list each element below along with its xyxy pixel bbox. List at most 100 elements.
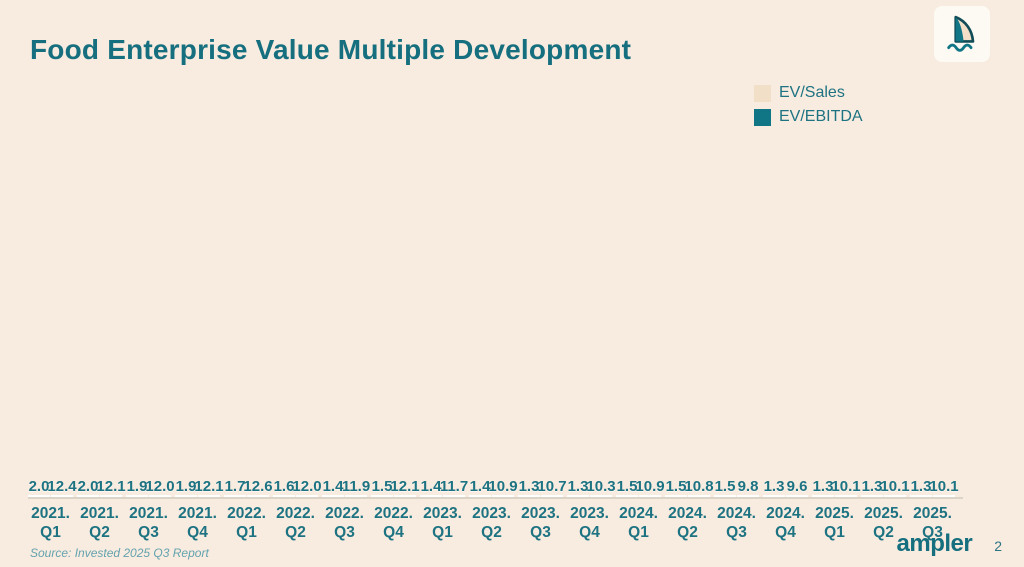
ev-ebitda-value: 12.0 bbox=[145, 478, 175, 495]
bar-group: 1.3 9.6 bbox=[763, 478, 808, 497]
ev-ebitda-bar: 10.1 bbox=[880, 478, 910, 497]
ev-sales-value: 1.4 bbox=[322, 478, 344, 495]
ev-sales-bar: 1.3 bbox=[861, 478, 883, 497]
x-axis-label: 2024. Q4 bbox=[766, 505, 805, 541]
bar-group: 1.6 12.0 bbox=[273, 478, 322, 497]
ev-ebitda-value: 12.1 bbox=[390, 478, 420, 495]
ev-sales-value: 1.3 bbox=[910, 478, 932, 495]
ev-sales-bar: 1.3 bbox=[567, 478, 589, 497]
legend-item-ev-sales: EV/Sales bbox=[754, 84, 863, 102]
bar-group: 1.4 11.9 bbox=[322, 478, 370, 497]
ev-ebitda-value: 9.6 bbox=[786, 478, 808, 495]
bar-group: 1.9 12.1 bbox=[175, 478, 224, 497]
ev-sales-value: 1.3 bbox=[518, 478, 540, 495]
bar-group: 1.4 10.9 bbox=[469, 478, 518, 497]
ev-sales-bar: 1.4 bbox=[420, 478, 442, 497]
x-axis-label: 2022. Q1 bbox=[227, 505, 266, 541]
ev-sales-value: 1.9 bbox=[175, 478, 197, 495]
x-axis-label: 2024. Q2 bbox=[668, 505, 707, 541]
ev-ebitda-value: 10.9 bbox=[488, 478, 518, 495]
ev-ebitda-bar: 12.6 bbox=[243, 478, 273, 497]
ev-ebitda-value: 12.1 bbox=[96, 478, 126, 495]
ev-sales-swatch bbox=[754, 84, 771, 102]
ev-sales-bar: 1.9 bbox=[126, 478, 148, 497]
x-axis-label: 2021. Q3 bbox=[129, 505, 168, 541]
ev-sales-value: 1.4 bbox=[469, 478, 491, 495]
x-axis-label: 2022. Q4 bbox=[374, 505, 413, 541]
x-axis-label: 2025. Q1 bbox=[815, 505, 854, 541]
ev-sales-bar: 1.6 bbox=[273, 478, 295, 497]
ev-ebitda-value: 11.9 bbox=[341, 478, 371, 495]
ev-sales-value: 1.4 bbox=[420, 478, 442, 495]
bar-chart: 2.0 12.4 2.0 12.1 1.9 12.0 1.9 12.1 1.7 12.6 1.6 12… bbox=[28, 101, 963, 542]
x-axis-label: 2022. Q2 bbox=[276, 505, 315, 541]
bar-group: 1.3 10.3 bbox=[567, 478, 616, 497]
ev-ebitda-value: 12.4 bbox=[47, 478, 77, 495]
ev-ebitda-bar: 9.6 bbox=[786, 478, 808, 497]
ev-sales-value: 1.7 bbox=[224, 478, 246, 495]
ev-sales-bar: 1.3 bbox=[763, 478, 785, 497]
ev-ebitda-value: 10.8 bbox=[684, 478, 714, 495]
x-axis-labels: 2021. Q1 2021. Q2 2021. Q3 2021. Q4 2022. Q1 2022.… bbox=[28, 504, 963, 542]
bar-group: 2.0 12.4 bbox=[28, 478, 77, 497]
ev-sales-value: 1.3 bbox=[861, 478, 883, 495]
bar-group: 1.5 10.9 bbox=[616, 478, 665, 497]
ev-sales-bar: 1.4 bbox=[322, 478, 344, 497]
ev-ebitda-value: 12.6 bbox=[243, 478, 273, 495]
sail-over-waves-icon bbox=[940, 9, 984, 60]
ev-sales-bar: 1.5 bbox=[616, 478, 638, 497]
ev-sales-value: 1.5 bbox=[371, 478, 393, 495]
x-axis-label: 2023. Q4 bbox=[570, 505, 609, 541]
bar-group: 1.3 10.7 bbox=[518, 478, 567, 497]
source-note: Source: Invested 2025 Q3 Report bbox=[30, 546, 209, 560]
ev-ebitda-value: 10.1 bbox=[929, 478, 959, 495]
bar-group: 1.3 10.1 bbox=[812, 478, 861, 497]
ev-ebitda-bar: 12.1 bbox=[194, 478, 224, 497]
ev-sales-bar: 1.5 bbox=[665, 478, 687, 497]
ev-sales-bar: 1.9 bbox=[175, 478, 197, 497]
ev-ebitda-bar: 12.1 bbox=[390, 478, 420, 497]
x-axis-label: 2021. Q1 bbox=[31, 505, 70, 541]
bar-group: 1.7 12.6 bbox=[224, 478, 273, 497]
bar-groups: 2.0 12.4 2.0 12.1 1.9 12.0 1.9 12.1 1.7 12.6 1.6 12… bbox=[28, 101, 963, 499]
ev-ebitda-value: 10.1 bbox=[880, 478, 910, 495]
x-axis-label: 2023. Q2 bbox=[472, 505, 511, 541]
x-axis-label: 2024. Q3 bbox=[717, 505, 756, 541]
ev-sales-value: 1.3 bbox=[812, 478, 834, 495]
ev-sales-value: 1.3 bbox=[567, 478, 589, 495]
ev-sales-value: 2.0 bbox=[77, 478, 99, 495]
ev-ebitda-bar: 10.9 bbox=[488, 478, 518, 497]
ev-ebitda-value: 10.9 bbox=[635, 478, 665, 495]
bar-group: 1.3 10.1 bbox=[910, 478, 959, 497]
bar-group: 2.0 12.1 bbox=[77, 478, 126, 497]
bar-group: 1.5 12.1 bbox=[371, 478, 420, 497]
ev-ebitda-bar: 10.9 bbox=[635, 478, 665, 497]
ev-sales-bar: 1.5 bbox=[714, 478, 736, 497]
ev-sales-bar: 1.4 bbox=[469, 478, 491, 497]
bar-group: 1.9 12.0 bbox=[126, 478, 175, 497]
ev-ebitda-value: 10.1 bbox=[831, 478, 861, 495]
ev-ebitda-value: 10.3 bbox=[586, 478, 616, 495]
ev-sales-value: 2.0 bbox=[28, 478, 50, 495]
ev-sales-bar: 1.3 bbox=[812, 478, 834, 497]
bar-group: 1.5 9.8 bbox=[714, 478, 759, 497]
ev-sales-value: 1.3 bbox=[763, 478, 785, 495]
ev-ebitda-swatch bbox=[754, 108, 771, 126]
ev-sales-bar: 1.5 bbox=[371, 478, 393, 497]
x-axis-label: 2025. Q3 bbox=[913, 505, 952, 541]
ev-sales-bar: 1.3 bbox=[910, 478, 932, 497]
x-axis-label: 2025. Q2 bbox=[864, 505, 903, 541]
x-axis-label: 2023. Q1 bbox=[423, 505, 462, 541]
x-axis-label: 2023. Q3 bbox=[521, 505, 560, 541]
x-axis-label: 2021. Q2 bbox=[80, 505, 119, 541]
ev-sales-value: 1.9 bbox=[126, 478, 148, 495]
ev-ebitda-bar: 10.1 bbox=[929, 478, 959, 497]
ev-ebitda-bar: 9.8 bbox=[737, 478, 759, 497]
bar-group: 1.5 10.8 bbox=[665, 478, 714, 497]
page-title: Food Enterprise Value Multiple Developme… bbox=[30, 34, 632, 65]
ev-ebitda-value: 11.7 bbox=[439, 478, 469, 495]
ev-sales-bar: 2.0 bbox=[77, 478, 99, 497]
x-axis-label: 2024. Q1 bbox=[619, 505, 658, 541]
chart-legend: EV/Sales EV/EBITDA bbox=[754, 84, 863, 132]
ev-sales-value: 1.6 bbox=[273, 478, 295, 495]
